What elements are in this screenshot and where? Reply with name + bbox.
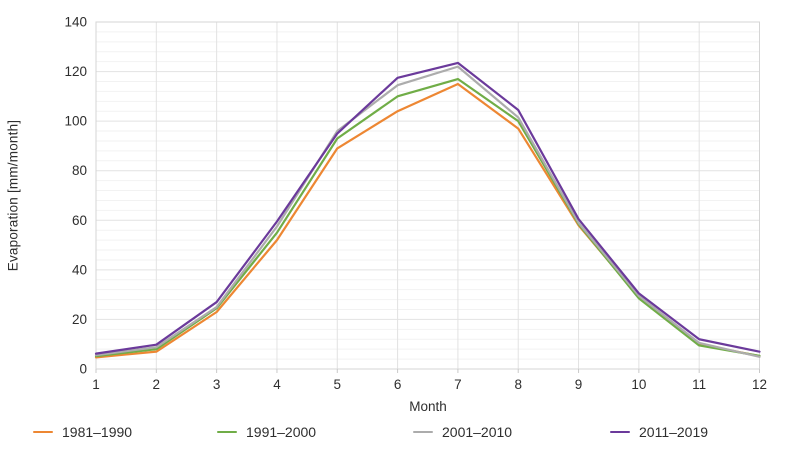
y-tick-label: 120: [64, 64, 87, 79]
legend-label-1981-1990: 1981–1990: [62, 424, 133, 440]
x-tick-label: 1: [92, 377, 100, 392]
legend-label-2001-2010: 2001–2010: [442, 424, 513, 440]
y-tick-label: 20: [72, 312, 87, 327]
x-tick-label: 6: [394, 377, 402, 392]
legend-item-2001-2010: 2001–2010: [413, 422, 512, 442]
legend-swatch-2011-2019: [610, 430, 630, 434]
y-tick-label: 140: [64, 15, 87, 30]
y-axis-label: Evaporation [mm/month]: [5, 119, 21, 272]
y-tick-label: 0: [79, 362, 87, 377]
legend-swatch-2001-2010: [413, 430, 433, 434]
x-tick-label: 12: [752, 377, 767, 392]
series-line-2011-2019: [94, 61, 761, 355]
x-tick-label: 11: [692, 377, 706, 392]
legend-swatch-1981-1990: [33, 430, 53, 434]
legend-item-2011-2019: 2011–2019: [610, 422, 708, 442]
x-tick-label: 8: [514, 377, 522, 392]
x-axis-label: Month: [409, 399, 447, 414]
x-tick-label: 9: [575, 377, 583, 392]
y-tick-label: 40: [72, 262, 87, 277]
legend-item-1981-1990: 1981–1990: [33, 422, 132, 442]
legend: 1981–1990 1991–2000 2001–2010 2011–2019: [0, 422, 800, 444]
y-tick-label: 100: [64, 114, 87, 129]
x-tick-label: 7: [454, 377, 462, 392]
y-tick-label: 80: [72, 163, 87, 178]
legend-swatch-1991-2000: [217, 430, 237, 434]
y-tick-label: 60: [72, 213, 87, 228]
legend-label-2011-2019: 2011–2019: [639, 424, 709, 440]
x-tick-label: 5: [334, 377, 342, 392]
x-tick-label: 2: [153, 377, 161, 392]
x-tick-label: 3: [213, 377, 221, 392]
x-tick-label: 10: [631, 377, 646, 392]
legend-label-1991-2000: 1991–2000: [246, 424, 317, 440]
series-line-2001-2010: [94, 65, 761, 358]
legend-item-1991-2000: 1991–2000: [217, 422, 316, 442]
plot-border: [95, 21, 760, 370]
series-line-1991-2000: [94, 77, 761, 358]
x-tick-label: 4: [273, 377, 281, 392]
